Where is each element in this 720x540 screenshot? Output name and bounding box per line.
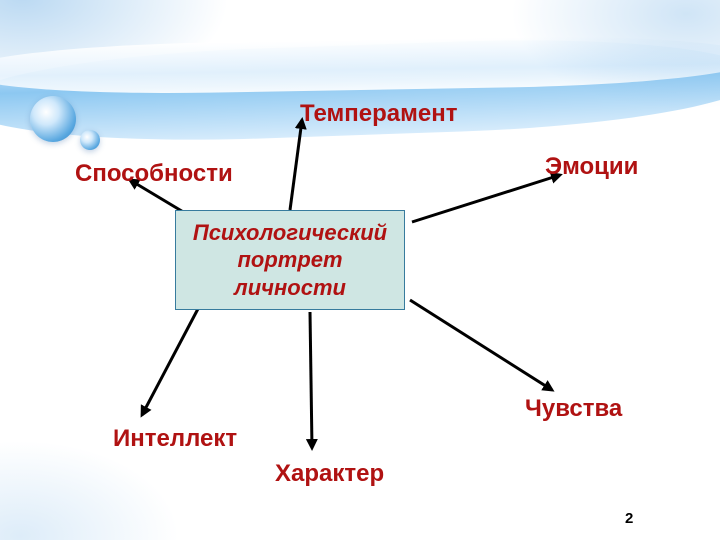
diagram-node-character: Характер xyxy=(275,460,384,488)
diagram-node-label: Темперамент xyxy=(300,100,457,127)
diagram-node-label: Чувства xyxy=(525,395,622,422)
diagram-center-text: Психологический портрет личности xyxy=(192,219,388,302)
diagram-edge xyxy=(290,120,302,210)
diagram-edge xyxy=(310,312,312,448)
diagram-node-label: Характер xyxy=(275,460,384,487)
diagram-edge xyxy=(142,305,200,415)
diagram-node-abilities: Способности xyxy=(75,160,233,188)
page-number-text: 2 xyxy=(625,510,633,527)
diagram-edge xyxy=(412,175,560,222)
diagram-node-label: Эмоции xyxy=(545,153,638,180)
page-number: 2 xyxy=(625,510,633,527)
diagram-edge xyxy=(410,300,552,390)
diagram-center-box: Психологический портрет личности xyxy=(175,210,405,310)
diagram-node-label: Способности xyxy=(75,160,233,187)
diagram-node-emotions: Эмоции xyxy=(545,153,638,181)
diagram-node-temperament: Темперамент xyxy=(300,100,457,128)
diagram-node-label: Интеллект xyxy=(113,425,237,452)
diagram-node-intellect: Интеллект xyxy=(113,425,237,453)
slide-stage: Психологический портрет личности Темпера… xyxy=(0,0,720,540)
diagram-node-feelings: Чувства xyxy=(525,395,622,423)
